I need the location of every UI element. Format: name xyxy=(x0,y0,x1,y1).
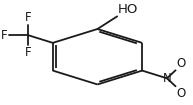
Text: O: O xyxy=(177,57,186,70)
Text: N: N xyxy=(163,72,171,85)
Text: F: F xyxy=(1,29,8,42)
Text: O: O xyxy=(177,87,186,100)
Text: F: F xyxy=(25,11,31,24)
Text: HO: HO xyxy=(118,3,138,16)
Text: F: F xyxy=(25,46,31,59)
